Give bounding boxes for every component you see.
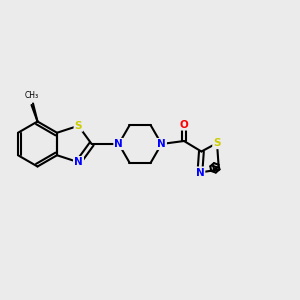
Text: S: S	[213, 138, 221, 148]
Text: N: N	[74, 157, 83, 167]
Text: N: N	[157, 139, 166, 149]
Text: N: N	[196, 167, 204, 178]
Text: N: N	[114, 139, 123, 149]
Text: N: N	[74, 157, 83, 167]
Text: O: O	[180, 119, 188, 130]
Text: CH₃: CH₃	[25, 92, 39, 100]
Text: N: N	[74, 157, 83, 167]
Text: S: S	[75, 121, 82, 131]
